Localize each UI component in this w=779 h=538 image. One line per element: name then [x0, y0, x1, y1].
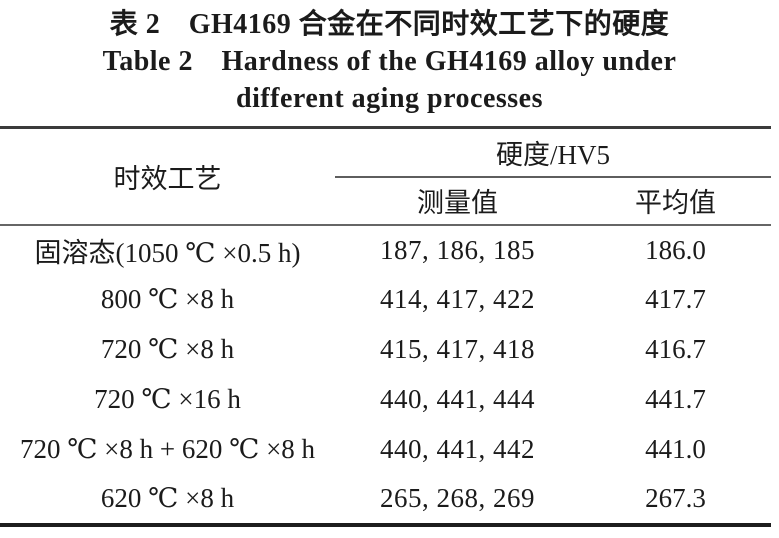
table-row: 720 ℃ ×8 h 415, 417, 418 416.7 [0, 325, 771, 375]
table-row: 620 ℃ ×8 h 265, 268, 269 267.3 [0, 475, 771, 525]
measured-values-cell: 440, 441, 444 [380, 384, 535, 414]
header-aging-process: 时效工艺 [0, 127, 335, 226]
average-value-cell: 186.0 [645, 234, 706, 265]
header-average-value: 平均值 [580, 176, 771, 226]
hardness-table: 时效工艺 硬度/HV5 测量值 平均值 固溶态(1050 ℃ ×0.5 h) 1… [0, 126, 771, 527]
table-header: 时效工艺 硬度/HV5 测量值 平均值 [0, 127, 771, 226]
header-hardness-group: 硬度/HV5 [335, 127, 771, 178]
header-row-group: 时效工艺 硬度/HV5 [0, 127, 771, 226]
measured-values-cell: 415, 417, 418 [380, 334, 535, 364]
measured-values-cell: 414, 417, 422 [380, 284, 535, 314]
measured-values-cell: 187, 186, 185 [380, 234, 535, 265]
aging-process-cell: 720 ℃ ×8 h [100, 334, 235, 364]
aging-process-cell: 800 ℃ ×8 h [100, 284, 235, 314]
table-row: 800 ℃ ×8 h 414, 417, 422 417.7 [0, 275, 771, 325]
average-value-cell: 267.3 [645, 483, 706, 513]
measured-values-cell: 440, 441, 442 [380, 434, 535, 464]
aging-process-cell: 固溶态(1050 ℃ ×0.5 h) [34, 237, 301, 268]
average-value-cell: 417.7 [645, 284, 706, 314]
header-measured-values: 测量值 [335, 176, 580, 226]
average-value-cell: 441.0 [645, 434, 706, 464]
table-row: 720 ℃ ×16 h 440, 441, 444 441.7 [0, 375, 771, 425]
table-caption-chinese: 表 2 GH4169 合金在不同时效工艺下的硬度 [109, 9, 670, 40]
table-caption-english-line1: Table 2 Hardness of the GH4169 alloy und… [102, 46, 677, 77]
measured-values-cell: 265, 268, 269 [380, 483, 535, 513]
table-row: 固溶态(1050 ℃ ×0.5 h) 187, 186, 185 186.0 [0, 225, 771, 275]
table-caption-english-line2: different aging processes [236, 83, 543, 114]
table-caption: 表 2 GH4169 合金在不同时效工艺下的硬度 Table 2 Hardnes… [0, 0, 779, 117]
table-row: 720 ℃ ×8 h + 620 ℃ ×8 h 440, 441, 442 44… [0, 425, 771, 475]
average-value-cell: 416.7 [645, 334, 706, 364]
aging-process-cell: 720 ℃ ×8 h + 620 ℃ ×8 h [19, 434, 316, 464]
table-body: 固溶态(1050 ℃ ×0.5 h) 187, 186, 185 186.0 8… [0, 225, 771, 525]
aging-process-cell: 620 ℃ ×8 h [100, 483, 235, 513]
aging-process-cell: 720 ℃ ×16 h [94, 384, 241, 414]
header-row-sub: 测量值 平均值 [0, 176, 771, 226]
average-value-cell: 441.7 [645, 384, 706, 414]
